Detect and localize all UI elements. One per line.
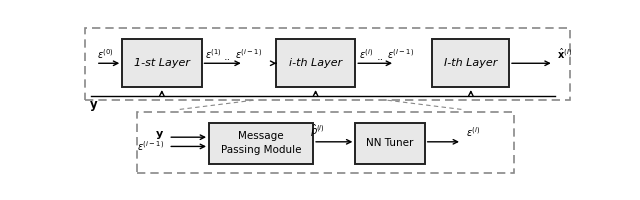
Text: $\epsilon^{(i-1)}$: $\epsilon^{(i-1)}$ — [137, 140, 164, 153]
Text: $\epsilon^{(i)}$: $\epsilon^{(i)}$ — [466, 125, 480, 139]
Bar — [432, 39, 509, 87]
Text: $\epsilon^{(i-1)}$: $\epsilon^{(i-1)}$ — [235, 47, 262, 61]
Bar — [209, 123, 313, 164]
Text: $\mathbf{y}$: $\mathbf{y}$ — [89, 99, 99, 113]
Text: 1-st Layer: 1-st Layer — [134, 58, 190, 68]
Bar — [122, 39, 202, 87]
Text: $\epsilon^{(1)}$: $\epsilon^{(1)}$ — [205, 47, 222, 61]
Bar — [355, 123, 425, 164]
Text: i-th Layer: i-th Layer — [289, 58, 342, 68]
Text: ..: .. — [224, 52, 232, 62]
Text: NN Tuner: NN Tuner — [366, 138, 413, 148]
Bar — [137, 112, 514, 173]
Text: $\epsilon^{(i)}$: $\epsilon^{(i)}$ — [359, 47, 373, 61]
Text: $\epsilon^{(0)}$: $\epsilon^{(0)}$ — [97, 47, 114, 61]
Bar — [276, 39, 355, 87]
Text: I-th Layer: I-th Layer — [444, 58, 497, 68]
Text: $\hat{\rho}^{(i)}$: $\hat{\rho}^{(i)}$ — [310, 123, 324, 139]
Text: Message
Passing Module: Message Passing Module — [221, 131, 301, 155]
Text: ..: .. — [377, 52, 384, 62]
Bar — [85, 28, 570, 100]
Text: $\hat{\mathbf{x}}^{(I)}$: $\hat{\mathbf{x}}^{(I)}$ — [557, 47, 572, 61]
Text: $\mathbf{y}$: $\mathbf{y}$ — [156, 129, 164, 141]
Text: $\epsilon^{(I-1)}$: $\epsilon^{(I-1)}$ — [387, 47, 413, 61]
